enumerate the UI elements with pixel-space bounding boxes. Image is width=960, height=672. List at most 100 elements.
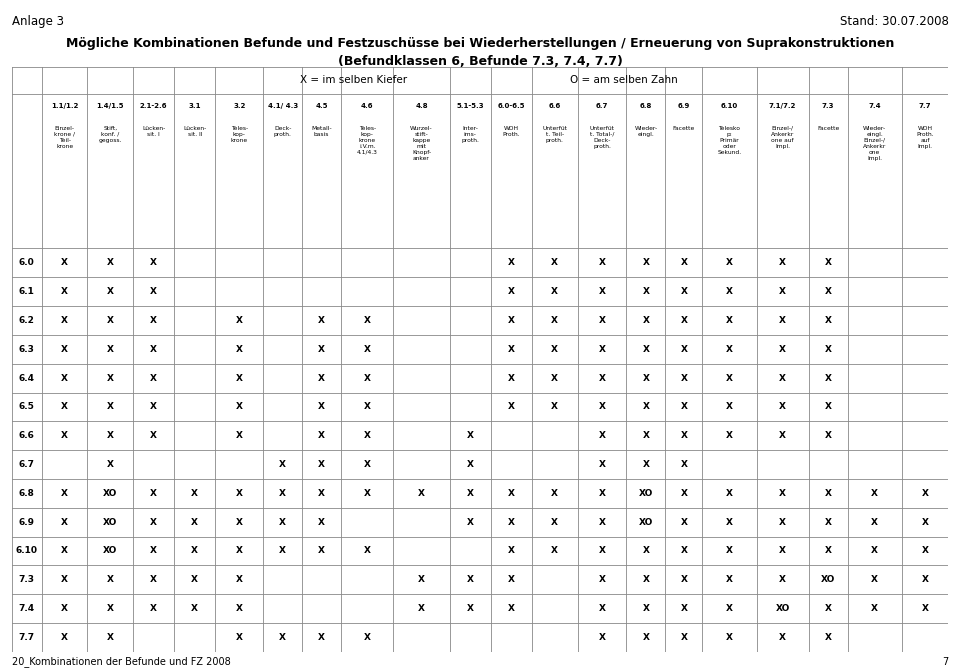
Text: 7.4: 7.4	[869, 103, 881, 109]
Text: XO: XO	[103, 489, 117, 498]
Text: X: X	[681, 460, 687, 469]
Text: X: X	[780, 403, 786, 411]
Text: X: X	[107, 575, 113, 584]
Text: X: X	[551, 316, 559, 325]
Text: X: X	[150, 546, 157, 556]
Text: X: X	[508, 403, 515, 411]
Text: 6.0: 6.0	[19, 258, 35, 267]
Text: X: X	[364, 460, 371, 469]
Text: Facette: Facette	[673, 126, 695, 130]
Text: X: X	[681, 517, 687, 527]
Text: X: X	[551, 546, 559, 556]
Text: X: X	[726, 345, 732, 353]
Text: XO: XO	[103, 517, 117, 527]
Text: 6.4: 6.4	[18, 374, 35, 382]
Text: X: X	[467, 460, 473, 469]
Text: X: X	[681, 489, 687, 498]
Text: Lücken-
sit. I: Lücken- sit. I	[142, 126, 165, 136]
Text: X: X	[642, 374, 649, 382]
Text: 6.8: 6.8	[639, 103, 652, 109]
Text: X: X	[726, 258, 732, 267]
Text: X: X	[467, 517, 473, 527]
Text: 1.4/1.5: 1.4/1.5	[96, 103, 124, 109]
Text: 6.9: 6.9	[678, 103, 690, 109]
Text: X: X	[551, 403, 559, 411]
Text: 7.7: 7.7	[919, 103, 931, 109]
Text: X: X	[780, 546, 786, 556]
Text: X = im selben Kiefer: X = im selben Kiefer	[300, 75, 407, 85]
Text: X: X	[508, 287, 515, 296]
Text: X: X	[364, 403, 371, 411]
Text: X: X	[726, 604, 732, 613]
Text: X: X	[61, 517, 68, 527]
Text: X: X	[61, 489, 68, 498]
Text: X: X	[825, 431, 831, 440]
Text: X: X	[107, 403, 113, 411]
Text: X: X	[467, 431, 473, 440]
Text: 4.6: 4.6	[361, 103, 373, 109]
Text: X: X	[825, 403, 831, 411]
Text: 7.3: 7.3	[18, 575, 35, 584]
Text: Anlage 3: Anlage 3	[12, 15, 63, 28]
Text: X: X	[825, 517, 831, 527]
Text: X: X	[872, 489, 878, 498]
Text: X: X	[61, 403, 68, 411]
Text: X: X	[236, 374, 243, 382]
Text: X: X	[364, 489, 371, 498]
Text: X: X	[107, 460, 113, 469]
Text: X: X	[726, 546, 732, 556]
Text: 2.1-2.6: 2.1-2.6	[140, 103, 167, 109]
Text: X: X	[681, 403, 687, 411]
Text: 6.6: 6.6	[19, 431, 35, 440]
Text: X: X	[780, 489, 786, 498]
Text: Einzel-/
Ankerkr
one auf
Impl.: Einzel-/ Ankerkr one auf Impl.	[771, 126, 794, 149]
Text: X: X	[642, 316, 649, 325]
Text: 7.4: 7.4	[18, 604, 35, 613]
Text: 6.9: 6.9	[18, 517, 35, 527]
Text: X: X	[61, 287, 68, 296]
Text: X: X	[726, 517, 732, 527]
Text: WDH
Proth.: WDH Proth.	[503, 126, 520, 136]
Text: X: X	[150, 517, 157, 527]
Text: XO: XO	[638, 489, 653, 498]
Text: 7.1/7.2: 7.1/7.2	[769, 103, 796, 109]
Text: X: X	[642, 546, 649, 556]
Text: X: X	[236, 316, 243, 325]
Text: XO: XO	[821, 575, 835, 584]
Text: X: X	[780, 575, 786, 584]
Text: X: X	[872, 575, 878, 584]
Text: X: X	[780, 431, 786, 440]
Text: X: X	[825, 258, 831, 267]
Text: Unterfüt
t. Total-/
Deck-
proth.: Unterfüt t. Total-/ Deck- proth.	[589, 126, 614, 149]
Text: X: X	[598, 431, 606, 440]
Text: X: X	[418, 489, 425, 498]
Text: X: X	[598, 517, 606, 527]
Text: X: X	[61, 431, 68, 440]
Text: X: X	[318, 431, 325, 440]
Text: 6.2: 6.2	[19, 316, 35, 325]
Text: X: X	[508, 489, 515, 498]
Text: X: X	[598, 633, 606, 642]
Text: X: X	[780, 345, 786, 353]
Text: X: X	[467, 604, 473, 613]
Text: X: X	[61, 546, 68, 556]
Text: X: X	[872, 517, 878, 527]
Text: X: X	[825, 345, 831, 353]
Text: X: X	[318, 374, 325, 382]
Text: X: X	[236, 345, 243, 353]
Text: X: X	[726, 316, 732, 325]
Text: X: X	[872, 604, 878, 613]
Text: Mögliche Kombinationen Befunde und Festzuschüsse bei Wiederherstellungen / Erneu: Mögliche Kombinationen Befunde und Festz…	[66, 37, 894, 50]
Text: X: X	[681, 345, 687, 353]
Text: X: X	[681, 546, 687, 556]
Text: Stand: 30.07.2008: Stand: 30.07.2008	[840, 15, 948, 28]
Text: X: X	[107, 287, 113, 296]
Text: WDH
Proth.
auf
Impl.: WDH Proth. auf Impl.	[917, 126, 934, 149]
Text: X: X	[726, 633, 732, 642]
Text: X: X	[150, 374, 157, 382]
Text: X: X	[598, 546, 606, 556]
Text: X: X	[318, 345, 325, 353]
Text: X: X	[551, 258, 559, 267]
Text: X: X	[318, 517, 325, 527]
Text: X: X	[825, 316, 831, 325]
